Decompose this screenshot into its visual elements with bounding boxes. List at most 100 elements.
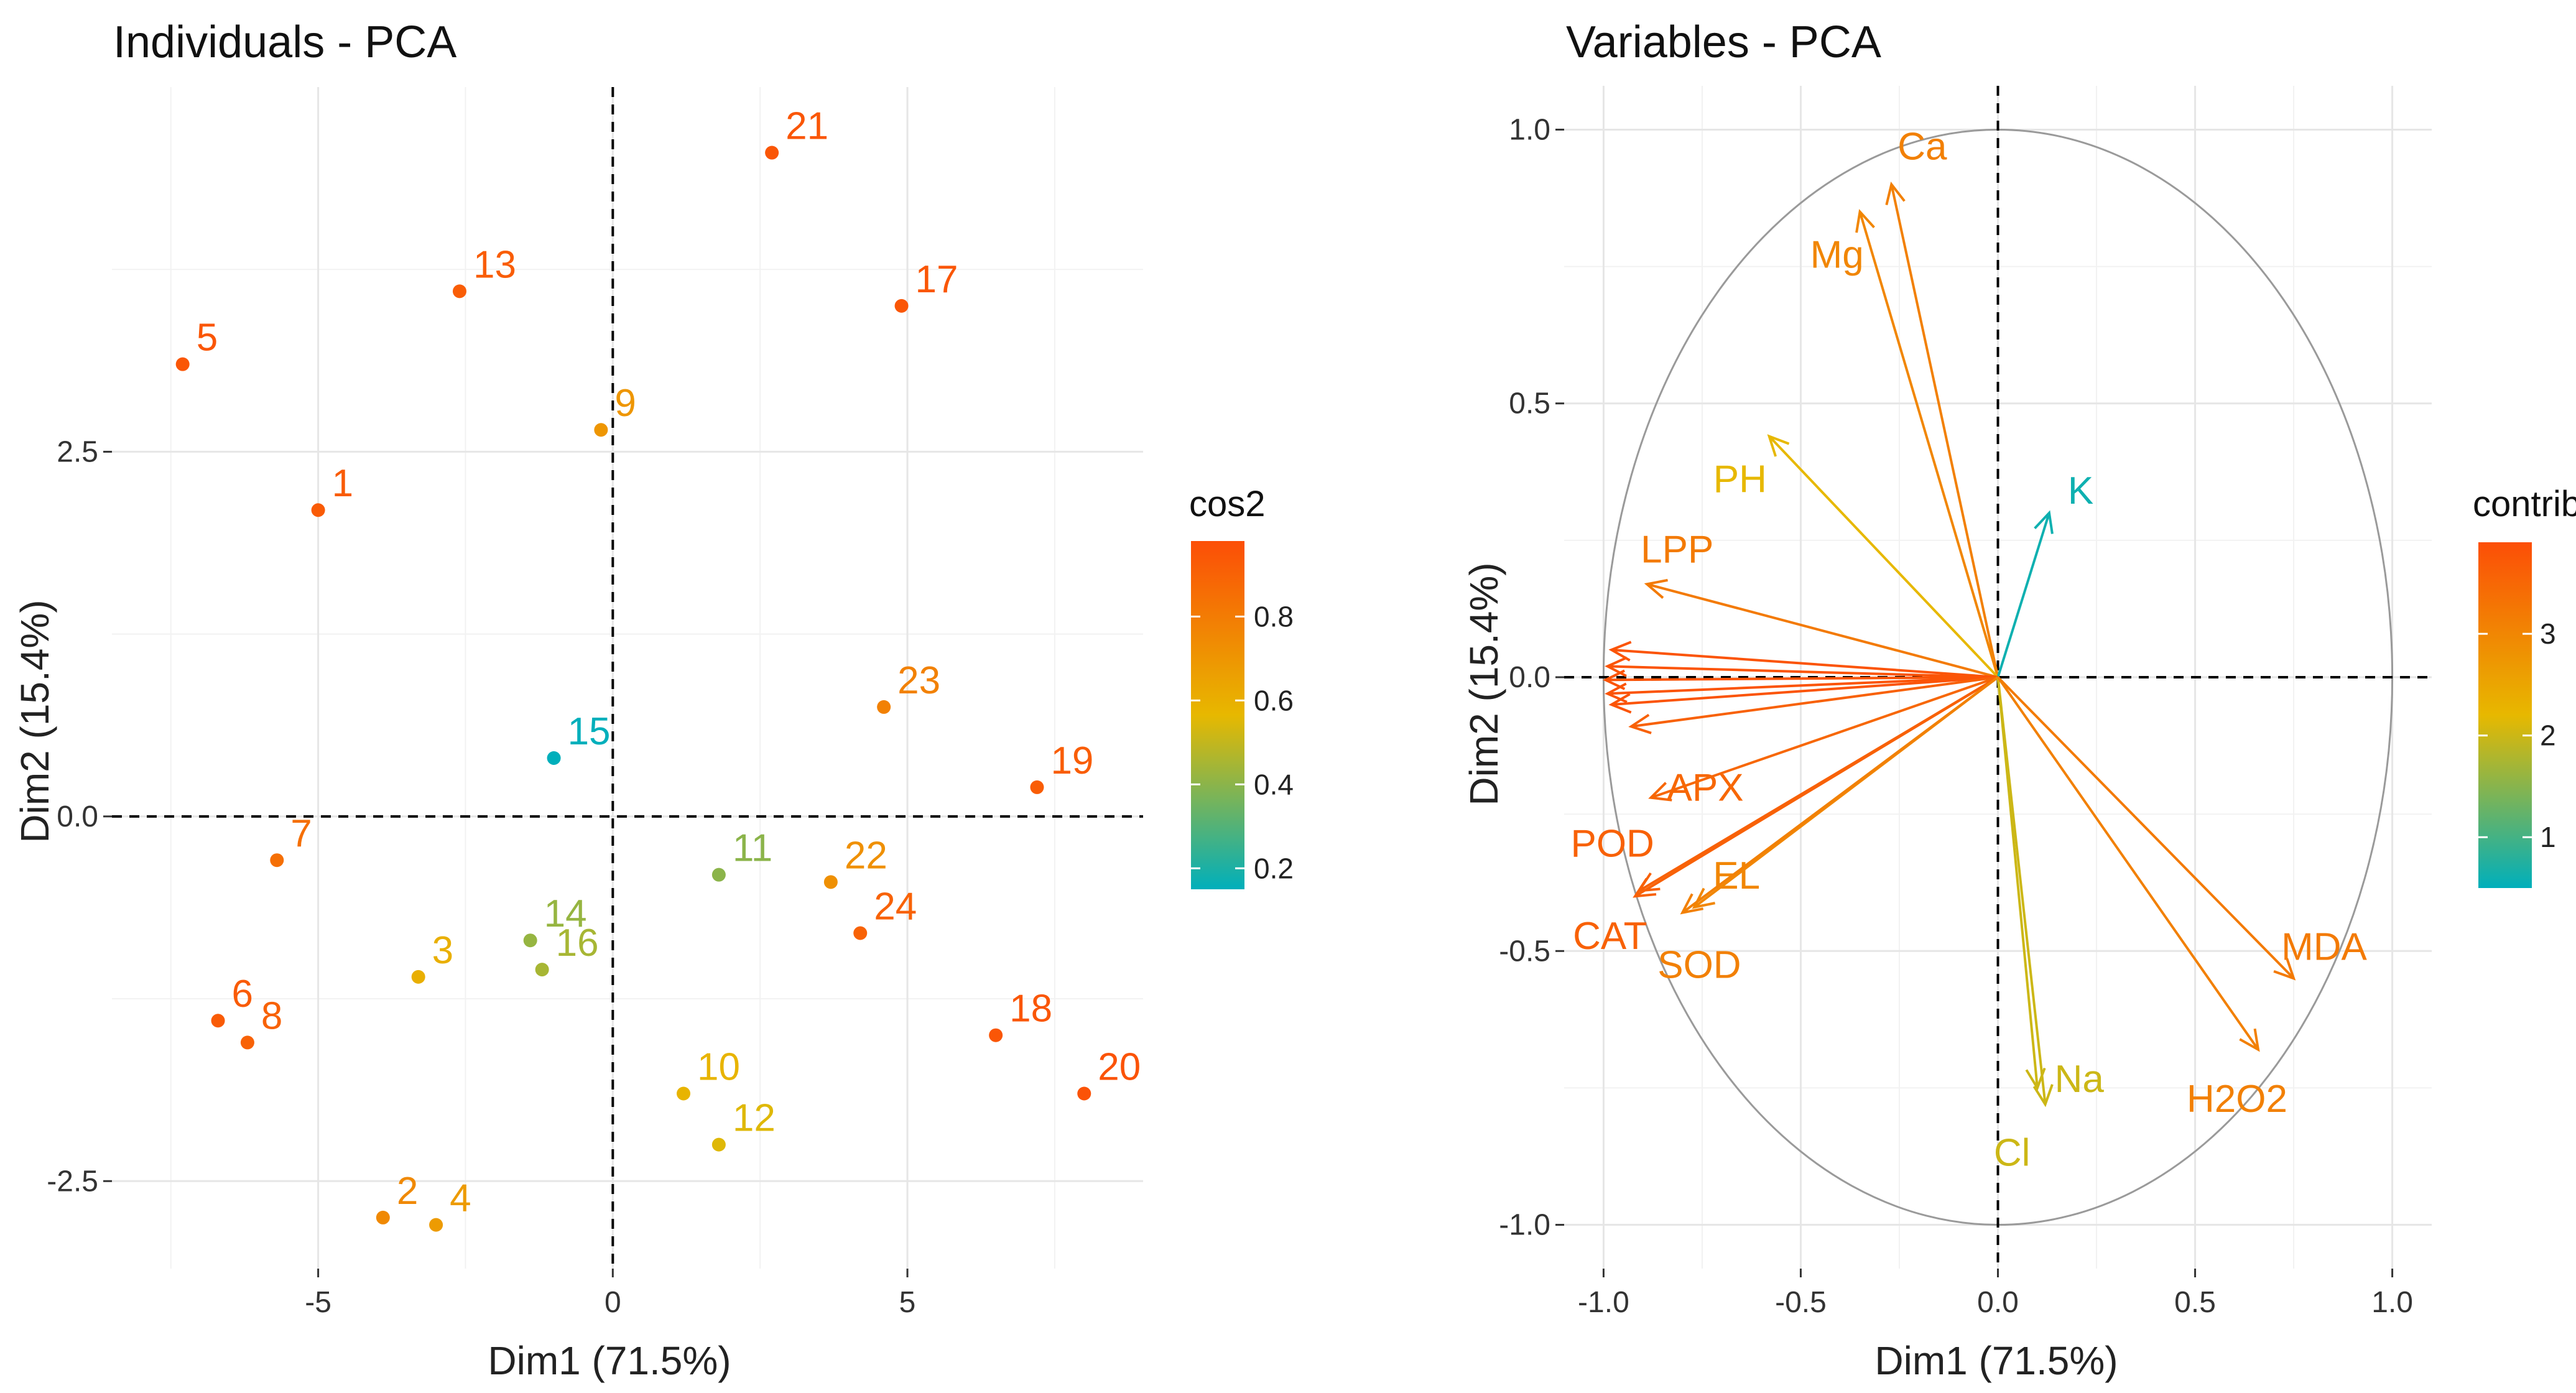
individual-label: 3	[432, 929, 453, 972]
var-ytick-label: 0.0	[1509, 661, 1550, 694]
individual-label: 12	[733, 1097, 776, 1140]
var-xtick-label: -1.0	[1578, 1286, 1629, 1319]
var-xtick-label: 0.0	[1977, 1286, 2019, 1319]
individual-label: 20	[1098, 1046, 1141, 1089]
individual-label: 24	[874, 885, 917, 928]
variables-axes: -1.0 -0.5 0.0 0.5 1.0 -1.0 -0.5 0.0 0.5 1.0	[1499, 86, 2432, 1319]
variable-arrow	[1646, 583, 1999, 678]
var-ytick-label: 1.0	[1509, 113, 1550, 146]
individual-point	[1030, 780, 1044, 794]
variable-arrowhead	[1602, 669, 1626, 690]
ind-xtick-label: -5	[305, 1286, 331, 1319]
individual-label: 2	[397, 1170, 418, 1213]
variable-arrow	[1634, 676, 1999, 897]
cos2-legend-colorbar	[1191, 541, 1244, 889]
variable-arrowhead	[1855, 209, 1875, 233]
individual-point	[175, 357, 190, 371]
variable-arrow	[1768, 435, 1999, 678]
individual-point	[853, 926, 868, 940]
contrib-legend-tick-label: 1	[2540, 821, 2556, 853]
variable-arrow	[1997, 676, 2295, 979]
variable-arrow	[1996, 676, 2259, 1050]
individual-label: 1	[332, 462, 353, 505]
individual-point	[452, 284, 466, 298]
variables-xlabel: Dim1 (71.5%)	[1874, 1338, 2118, 1383]
variable-label: POD	[1570, 822, 1654, 865]
variable-arrow	[1605, 676, 1998, 682]
variable-arrowhead	[1648, 782, 1672, 802]
individual-label: 14	[544, 892, 587, 935]
individual-point	[765, 146, 779, 160]
variable-arrowhead	[1692, 887, 1715, 909]
individual-point	[240, 1035, 254, 1050]
variable-arrowhead	[1633, 877, 1657, 898]
individual-label: 10	[697, 1046, 740, 1089]
individual-label: 6	[232, 973, 253, 1016]
ind-ytick-label: 0.0	[57, 800, 98, 833]
var-ytick-label: -0.5	[1499, 935, 1550, 968]
individual-point	[989, 1028, 1003, 1042]
cos2-legend-tick-label: 0.6	[1254, 684, 1294, 716]
individual-label: 16	[556, 922, 599, 965]
variable-arrow	[1611, 648, 1998, 678]
individual-point	[823, 875, 838, 889]
cos2-legend-ticks: 0.8 0.6 0.4 0.2	[1191, 600, 1294, 884]
variable-arrowhead	[2034, 510, 2054, 534]
variable-arrow	[1858, 211, 1999, 678]
individuals-xlabel: Dim1 (71.5%)	[488, 1338, 731, 1383]
variable-label: CAT	[1573, 915, 1647, 958]
individual-label: 21	[785, 105, 828, 148]
individual-label: 5	[197, 317, 218, 359]
individual-point	[429, 1218, 443, 1232]
individual-point	[376, 1210, 390, 1224]
individual-point	[535, 963, 549, 977]
variable-label: SOD	[1657, 944, 1741, 987]
individuals-axes: -5 0 5 -2.5 0.0 2.5	[47, 87, 1143, 1319]
variable-arrowhead	[1608, 641, 1632, 662]
variable-arrow	[1611, 676, 1998, 706]
variable-label: Mg	[1810, 234, 1864, 277]
individual-label: 22	[845, 834, 887, 877]
variable-arrowhead	[2239, 1028, 2260, 1052]
cos2-legend: cos2 0.8 0.6 0.4 0.2	[1189, 484, 1294, 889]
variable-label: H2O2	[2187, 1078, 2287, 1121]
variable-arrow	[1996, 512, 2050, 678]
individual-point	[1077, 1086, 1091, 1101]
contrib-legend: contrib 3 2 1	[2473, 484, 2576, 888]
variable-arrow	[1890, 184, 1999, 678]
individuals-panel: Individuals - PCA -5 0 5-2.50.02.5 1234567…	[12, 17, 1294, 1383]
cos2-legend-tick-label: 0.4	[1254, 768, 1294, 800]
individual-point	[711, 868, 726, 882]
individual-label: 19	[1050, 739, 1093, 782]
variable-arrowhead	[1608, 693, 1632, 714]
individual-point	[270, 853, 284, 868]
individual-label: 11	[733, 827, 772, 870]
variable-label: Cl	[1994, 1131, 2031, 1174]
individuals-ylabel: Dim2 (15.4%)	[12, 599, 57, 843]
contrib-legend-colorbar	[2478, 542, 2532, 888]
individual-label: 8	[261, 994, 282, 1037]
individual-label: 7	[290, 812, 312, 855]
individual-point	[877, 700, 891, 714]
individuals-grid	[112, 87, 1143, 1269]
variable-arrowhead	[2273, 958, 2296, 981]
individual-label: 13	[473, 243, 516, 286]
individual-label: 23	[897, 659, 940, 702]
contrib-legend-ticks: 3 2 1	[2478, 618, 2556, 853]
individual-point	[894, 298, 909, 313]
variable-arrowhead	[1644, 578, 1668, 599]
var-ytick-label: -1.0	[1499, 1209, 1550, 1242]
variable-arrow	[1631, 676, 1998, 728]
variable-arrowhead	[2032, 1084, 2054, 1108]
ind-ytick-label: -2.5	[47, 1165, 98, 1198]
variable-arrow	[1996, 677, 2039, 1088]
variables-title: Variables - PCA	[1566, 17, 1881, 67]
cos2-legend-tick-label: 0.8	[1254, 600, 1294, 632]
var-xtick-label: 0.5	[2174, 1286, 2216, 1319]
variable-arrowhead	[2025, 1067, 2046, 1091]
variable-arrow	[1650, 676, 1999, 799]
variable-label: PH	[1713, 458, 1767, 501]
individual-point	[523, 933, 537, 948]
individual-point	[211, 1014, 225, 1028]
individual-label: 4	[450, 1177, 471, 1220]
